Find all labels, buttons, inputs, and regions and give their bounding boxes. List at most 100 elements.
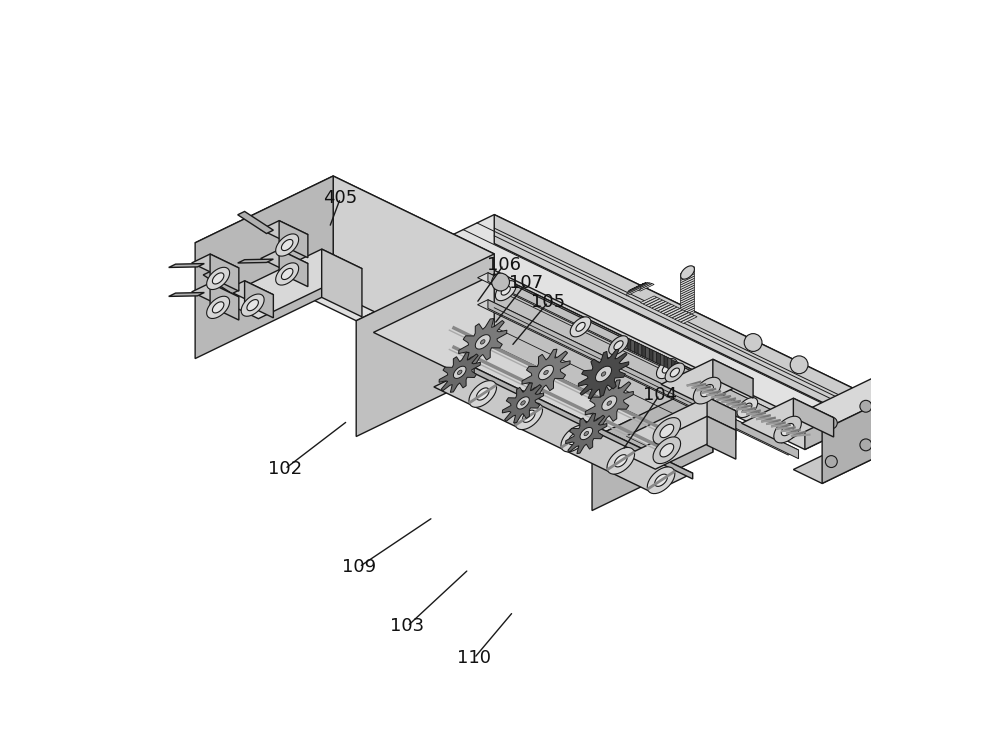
Polygon shape	[207, 267, 230, 290]
Polygon shape	[247, 299, 258, 311]
Polygon shape	[681, 292, 694, 301]
Polygon shape	[681, 276, 694, 285]
Text: 102: 102	[268, 460, 302, 478]
Polygon shape	[241, 294, 264, 317]
Polygon shape	[646, 299, 663, 307]
Text: 110: 110	[457, 649, 491, 668]
Polygon shape	[649, 349, 653, 361]
Polygon shape	[660, 305, 677, 314]
Polygon shape	[681, 315, 697, 323]
Circle shape	[860, 439, 872, 451]
Polygon shape	[279, 221, 308, 258]
Polygon shape	[627, 288, 641, 296]
Polygon shape	[459, 319, 507, 365]
Polygon shape	[660, 443, 674, 457]
Polygon shape	[169, 264, 204, 267]
Polygon shape	[474, 367, 693, 479]
Polygon shape	[681, 303, 694, 312]
Polygon shape	[707, 397, 736, 440]
Polygon shape	[713, 359, 753, 398]
Polygon shape	[793, 378, 903, 431]
Polygon shape	[643, 297, 660, 305]
Polygon shape	[636, 283, 652, 290]
Polygon shape	[707, 416, 736, 459]
Polygon shape	[793, 431, 903, 484]
Polygon shape	[322, 249, 362, 317]
Polygon shape	[614, 454, 627, 467]
Polygon shape	[539, 365, 553, 380]
Polygon shape	[681, 297, 694, 305]
Polygon shape	[276, 263, 299, 285]
Polygon shape	[195, 176, 494, 321]
Polygon shape	[681, 288, 694, 297]
Polygon shape	[681, 305, 694, 314]
Polygon shape	[701, 384, 713, 397]
Polygon shape	[655, 303, 671, 311]
Polygon shape	[660, 425, 674, 437]
Polygon shape	[681, 267, 694, 276]
Polygon shape	[607, 401, 612, 405]
Polygon shape	[238, 259, 273, 263]
Polygon shape	[681, 283, 694, 292]
Polygon shape	[629, 283, 644, 291]
Polygon shape	[653, 350, 657, 363]
Polygon shape	[437, 215, 862, 421]
Polygon shape	[279, 250, 308, 287]
Text: 405: 405	[323, 189, 358, 207]
Polygon shape	[793, 399, 834, 437]
Polygon shape	[774, 416, 801, 443]
Polygon shape	[203, 272, 239, 294]
Polygon shape	[656, 358, 677, 378]
Polygon shape	[494, 215, 862, 422]
Text: 105: 105	[531, 293, 565, 311]
Polygon shape	[668, 358, 671, 370]
Polygon shape	[652, 302, 668, 309]
Polygon shape	[356, 254, 494, 437]
Polygon shape	[665, 363, 685, 382]
Polygon shape	[478, 299, 799, 455]
Polygon shape	[584, 431, 589, 436]
Polygon shape	[681, 280, 694, 290]
Polygon shape	[822, 391, 903, 484]
Circle shape	[790, 356, 808, 374]
Polygon shape	[607, 448, 635, 474]
Polygon shape	[681, 290, 694, 299]
Polygon shape	[627, 338, 631, 350]
Polygon shape	[658, 304, 674, 312]
Polygon shape	[568, 432, 581, 445]
Polygon shape	[646, 347, 649, 359]
Polygon shape	[169, 293, 204, 297]
Polygon shape	[601, 372, 606, 376]
Polygon shape	[681, 278, 694, 288]
Polygon shape	[373, 274, 713, 438]
Polygon shape	[662, 364, 671, 373]
Polygon shape	[578, 349, 629, 399]
Polygon shape	[661, 359, 753, 404]
Circle shape	[860, 400, 872, 412]
Polygon shape	[666, 308, 683, 317]
Polygon shape	[218, 249, 362, 319]
Polygon shape	[681, 299, 694, 308]
Polygon shape	[437, 244, 862, 449]
Polygon shape	[580, 428, 593, 440]
Polygon shape	[469, 381, 497, 408]
Polygon shape	[333, 176, 494, 370]
Polygon shape	[671, 359, 675, 372]
Polygon shape	[453, 367, 466, 378]
Polygon shape	[522, 349, 570, 396]
Polygon shape	[195, 176, 333, 358]
Polygon shape	[675, 313, 691, 320]
Polygon shape	[635, 341, 638, 354]
Polygon shape	[653, 418, 681, 444]
Polygon shape	[681, 273, 694, 282]
Polygon shape	[192, 283, 239, 305]
Polygon shape	[742, 399, 834, 443]
Polygon shape	[609, 336, 628, 355]
Polygon shape	[627, 416, 736, 469]
Polygon shape	[627, 397, 736, 450]
Polygon shape	[544, 370, 548, 375]
Polygon shape	[502, 383, 544, 423]
Polygon shape	[653, 437, 681, 463]
Polygon shape	[647, 467, 675, 494]
Polygon shape	[602, 396, 617, 410]
